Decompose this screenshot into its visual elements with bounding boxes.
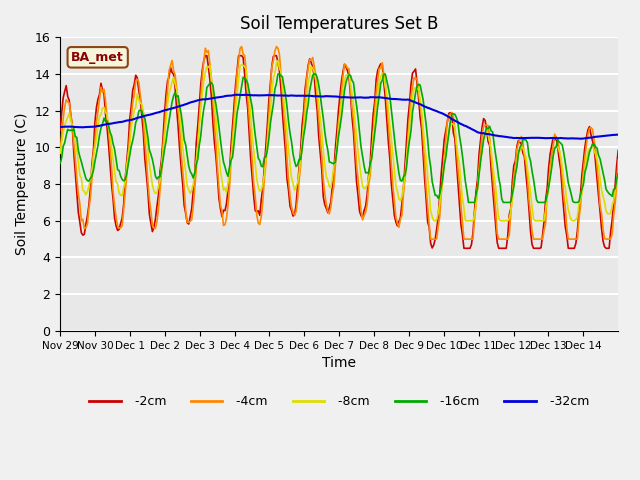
X-axis label: Time: Time — [322, 356, 356, 370]
Legend:  -2cm,  -4cm,  -8cm,  -16cm,  -32cm: -2cm, -4cm, -8cm, -16cm, -32cm — [84, 390, 594, 413]
Y-axis label: Soil Temperature (C): Soil Temperature (C) — [15, 113, 29, 255]
Title: Soil Temperatures Set B: Soil Temperatures Set B — [240, 15, 438, 33]
Text: BA_met: BA_met — [71, 51, 124, 64]
